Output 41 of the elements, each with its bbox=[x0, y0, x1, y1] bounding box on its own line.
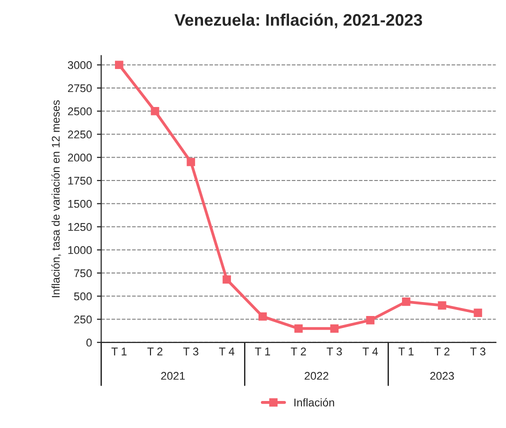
x-tick-label: T 1 bbox=[111, 348, 127, 356]
x-tick-label: T 2 bbox=[434, 348, 450, 356]
point bbox=[438, 301, 446, 310]
x-tick-label: T 1 bbox=[254, 348, 270, 356]
point bbox=[366, 316, 374, 324]
point bbox=[258, 312, 267, 321]
y-tick-label: 750 bbox=[74, 269, 92, 278]
y-tick-label: 1000 bbox=[68, 246, 92, 254]
point bbox=[222, 275, 231, 284]
y-tick-label: 250 bbox=[74, 316, 92, 324]
x-tick-label: T 3 bbox=[183, 348, 198, 356]
y-tick-label: 500 bbox=[74, 292, 92, 300]
y-tick-label: 2000 bbox=[68, 154, 92, 162]
point bbox=[474, 308, 482, 317]
y-tick-label: 3000 bbox=[68, 61, 92, 70]
y-tick-label: 1750 bbox=[68, 176, 92, 185]
y-axis-title: Inflación, tasa de variación en 12 meses bbox=[51, 100, 62, 298]
point bbox=[150, 106, 160, 116]
point bbox=[330, 324, 339, 333]
point bbox=[402, 298, 410, 306]
point bbox=[186, 158, 196, 166]
chart-title: Venezuela: Inflación, 2021-2023 bbox=[174, 13, 422, 28]
y-tick-label: 2500 bbox=[68, 107, 92, 116]
y-tick-label: 2250 bbox=[68, 130, 92, 138]
x-tick-label: T 1 bbox=[398, 348, 414, 356]
x-tick-label: T 4 bbox=[362, 348, 378, 356]
text: 2023 bbox=[430, 372, 454, 380]
legend-label: Inflación bbox=[294, 398, 334, 406]
x-tick-label: T 2 bbox=[290, 348, 306, 356]
y-tick-label: 2750 bbox=[68, 84, 92, 92]
point bbox=[294, 324, 303, 333]
text: 2021 bbox=[161, 372, 185, 380]
text: 2022 bbox=[304, 372, 328, 380]
y-tick-label: 0 bbox=[86, 338, 92, 347]
x-tick-label: T 2 bbox=[147, 348, 162, 356]
point bbox=[114, 60, 124, 70]
y-tick-label: 1500 bbox=[68, 200, 92, 208]
x-tick-label: T 4 bbox=[219, 348, 234, 356]
y-tick-label: 1250 bbox=[68, 223, 92, 231]
x-tick-label: T 3 bbox=[470, 348, 486, 356]
x-tick-label: T 3 bbox=[326, 348, 342, 356]
